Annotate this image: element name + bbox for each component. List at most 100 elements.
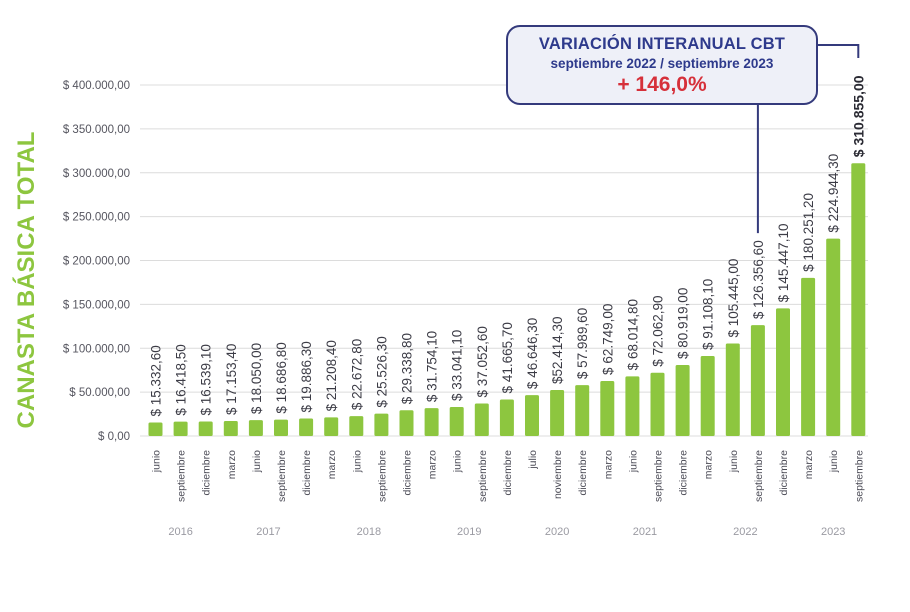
category-label: diciembre <box>678 450 690 496</box>
year-label: 2016 <box>168 526 192 538</box>
bar <box>700 356 715 436</box>
bar <box>575 385 590 436</box>
value-label: $ 16.418,50 <box>174 344 189 415</box>
y-tick-label: $ 250.000,00 <box>63 212 130 224</box>
category-label: junio <box>627 450 639 473</box>
y-tick-label: $ 350.000,00 <box>63 124 130 136</box>
value-label: $ 91.108,10 <box>701 279 716 350</box>
category-label: noviembre <box>552 450 564 499</box>
y-tick-label: $ 150.000,00 <box>63 299 130 311</box>
value-label: $ 22.672,80 <box>349 339 364 410</box>
connector-2023 <box>818 44 860 58</box>
category-label: septiembre <box>753 450 765 502</box>
value-label: $ 224.944,30 <box>826 154 841 233</box>
bars <box>148 163 866 436</box>
bar <box>148 422 163 436</box>
year-labels: 2016 2017 2018 2019 2020 2021 2022 2023 <box>168 526 845 538</box>
value-label: $ 29.338,80 <box>400 333 415 404</box>
category-label: julio <box>527 450 539 470</box>
bar <box>776 308 790 436</box>
bar <box>826 238 841 436</box>
category-label: junio <box>828 450 840 473</box>
category-label: marzo <box>427 450 439 479</box>
bar <box>474 403 489 436</box>
category-label: diciembre <box>201 450 213 496</box>
y-tick-label: $ 50.000,00 <box>69 387 130 399</box>
value-label: $ 25.526,30 <box>374 336 389 407</box>
value-label: $ 15.332,60 <box>149 345 164 416</box>
bar <box>374 413 389 436</box>
bar <box>550 390 565 436</box>
bar <box>750 325 765 436</box>
yoy-variation-callout: VARIACIÓN INTERANUAL CBT septiembre 2022… <box>506 25 818 105</box>
category-label: diciembre <box>778 450 790 496</box>
value-label: $ 57.989,60 <box>575 308 590 379</box>
value-label: $ 105.445,00 <box>726 259 741 338</box>
value-label: $ 310.855,00 <box>850 75 866 157</box>
callout-period: septiembre 2022 / septiembre 2023 <box>550 56 774 71</box>
value-label: $52.414,30 <box>550 316 565 384</box>
value-label: $ 17.153,40 <box>224 344 239 415</box>
y-tick-label: $ 300.000,00 <box>63 168 130 180</box>
category-label: septiembre <box>376 450 388 502</box>
bar <box>600 380 615 436</box>
category-label: junio <box>251 450 263 473</box>
bar <box>525 395 539 436</box>
callout-connectors <box>756 44 860 234</box>
value-label: $ 18.050,00 <box>249 343 264 414</box>
y-tick-label: $ 400.000,00 <box>63 80 130 92</box>
value-label: $ 62.749,00 <box>600 304 615 375</box>
bar <box>675 364 690 436</box>
value-label: $ 41.665,70 <box>500 322 515 393</box>
category-label: marzo <box>226 450 238 479</box>
bar <box>625 376 640 436</box>
bar <box>198 421 213 436</box>
category-label: junio <box>151 450 163 473</box>
bar <box>801 277 816 436</box>
value-label: $ 180.251,20 <box>801 193 816 272</box>
year-label: 2023 <box>821 526 845 538</box>
year-label: 2017 <box>256 526 280 538</box>
value-label: $ 72.062,90 <box>651 295 666 366</box>
bar <box>223 420 238 436</box>
category-label: septiembre <box>477 450 489 502</box>
value-label: $ 16.539,10 <box>199 344 214 415</box>
value-label: $ 31.754,10 <box>425 331 440 402</box>
value-label: $ 19.886,30 <box>299 341 314 412</box>
bar <box>248 420 263 436</box>
value-label: $ 37.052,60 <box>475 326 490 397</box>
category-label: marzo <box>326 450 338 479</box>
callout-change: + 146,0% <box>617 73 707 96</box>
year-label: 2021 <box>633 526 657 538</box>
bar <box>725 343 740 436</box>
bar <box>173 421 188 436</box>
bar <box>424 408 439 436</box>
year-label: 2019 <box>457 526 481 538</box>
value-label: $ 18.686,80 <box>274 342 289 413</box>
y-tick-label: $ 100.000,00 <box>63 343 130 355</box>
category-label: septiembre <box>653 450 665 502</box>
value-label: $ 126.356,60 <box>751 240 766 319</box>
category-label: diciembre <box>577 450 589 496</box>
value-labels: $ 15.332,60 $ 16.418,50 $ 16.539,10 $ 17.15… <box>149 75 867 416</box>
value-label: $ 33.041,10 <box>450 330 465 401</box>
bar <box>399 410 414 436</box>
category-label: marzo <box>703 450 715 479</box>
category-label: junio <box>728 450 740 473</box>
category-label: septiembre <box>276 450 288 502</box>
bar <box>650 372 665 436</box>
y-axis-title: CANASTA BÁSICA TOTAL <box>12 132 40 429</box>
y-tick-label: $ 0,00 <box>98 431 130 443</box>
value-label: $ 145.447,10 <box>776 224 791 303</box>
value-label: $ 21.208,40 <box>324 340 339 411</box>
bar <box>499 399 514 436</box>
bar <box>274 419 288 436</box>
category-labels: junio septiembre diciembre marzo junio septie… <box>151 450 866 502</box>
callout-title: VARIACIÓN INTERANUAL CBT <box>538 35 786 53</box>
bar <box>449 407 464 436</box>
category-label: diciembre <box>402 450 414 496</box>
category-label: junio <box>452 450 464 473</box>
value-label: $ 68.014,80 <box>625 299 640 370</box>
category-label: septiembre <box>176 450 188 502</box>
